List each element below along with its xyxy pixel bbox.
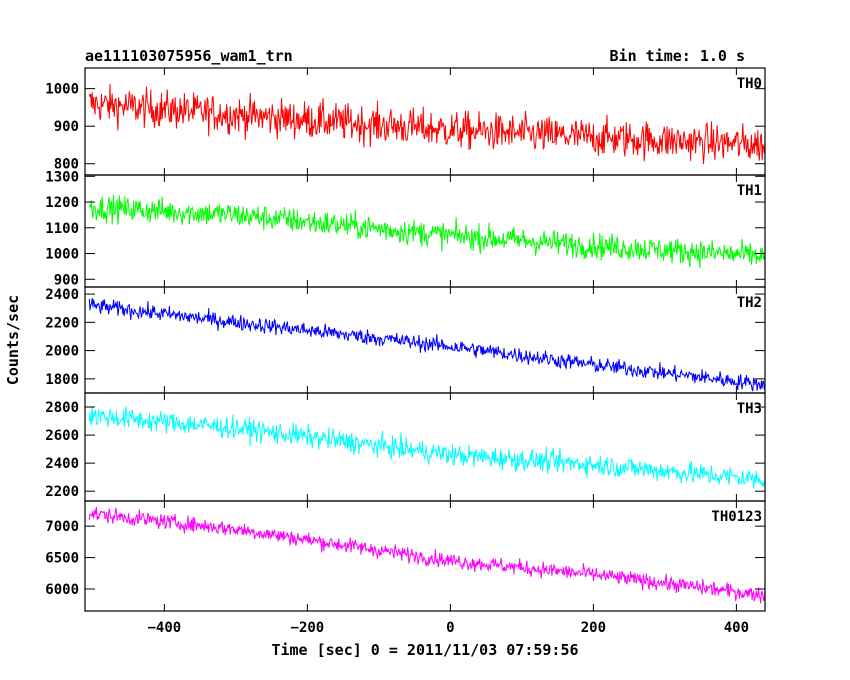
y-tick-label: 1100 (45, 221, 79, 237)
panel-label-th0: TH0 (737, 76, 762, 92)
panel-th3: 2200 2400 2600 2800 TH3 (45, 392, 766, 502)
y-tick-label: 2400 (45, 287, 79, 303)
y-tick-label: 6000 (45, 582, 79, 598)
y-tick-label: 6500 (45, 551, 79, 567)
series-line-th0123 (88, 507, 765, 604)
y-tick-label: 2600 (45, 428, 79, 444)
panel-frame (84, 392, 766, 502)
series-line-th1 (88, 194, 765, 269)
y-tick-label: 2800 (45, 400, 79, 416)
chart-title: ae111103075956_wam1_trn (85, 47, 293, 65)
series-line-th3 (88, 405, 765, 489)
y-tick-label: 1000 (45, 247, 79, 263)
panel-frame (84, 174, 766, 288)
panel-frame (84, 67, 766, 176)
panel-th0: 800 900 1000 TH0 (45, 67, 766, 176)
y-tick-label: 1800 (45, 372, 79, 388)
panel-label-th1: TH1 (737, 183, 762, 199)
panel-label-th3: TH3 (737, 401, 762, 417)
x-tick-label: −200 (291, 620, 325, 636)
x-axis: −400 −200 0 200 400 (148, 620, 750, 636)
panel-th2: 1800 2000 2200 2400 TH2 (45, 286, 766, 394)
panel-th1: 900 1000 1100 1200 1300 TH1 (45, 169, 766, 288)
bin-time-label: Bin time: 1.0 s (610, 47, 745, 65)
y-axis-title: Counts/sec (4, 295, 22, 385)
y-tick-label: 2200 (45, 484, 79, 500)
panel-th0123: 6000 6500 7000 TH0123 (45, 500, 766, 612)
y-tick-label: 1200 (45, 195, 79, 211)
panels: 800 900 1000 TH0 900 1000 1100 1200 1300 TH1 1800 2… (45, 67, 766, 612)
y-tick-label: 7000 (45, 519, 79, 535)
series-line-th0 (88, 83, 765, 165)
y-tick-label: 2200 (45, 315, 79, 331)
y-tick-label: 1300 (45, 169, 79, 185)
y-tick-label: 2400 (45, 456, 79, 472)
x-tick-label: 400 (724, 620, 749, 636)
y-tick-label: 800 (54, 157, 79, 173)
x-axis-title: Time [sec] 0 = 2011/11/03 07:59:56 (271, 641, 578, 659)
y-tick-label: 2000 (45, 344, 79, 360)
series-line-th2 (88, 298, 765, 392)
y-tick-label: 900 (54, 272, 79, 288)
y-tick-label: 1000 (45, 82, 79, 98)
x-tick-label: 0 (446, 620, 454, 636)
y-tick-label: 900 (54, 119, 79, 135)
x-tick-label: −400 (148, 620, 182, 636)
x-tick-label: 200 (581, 620, 606, 636)
panel-label-th0123: TH0123 (711, 509, 762, 525)
panel-frame (84, 500, 766, 612)
panel-label-th2: TH2 (737, 295, 762, 311)
